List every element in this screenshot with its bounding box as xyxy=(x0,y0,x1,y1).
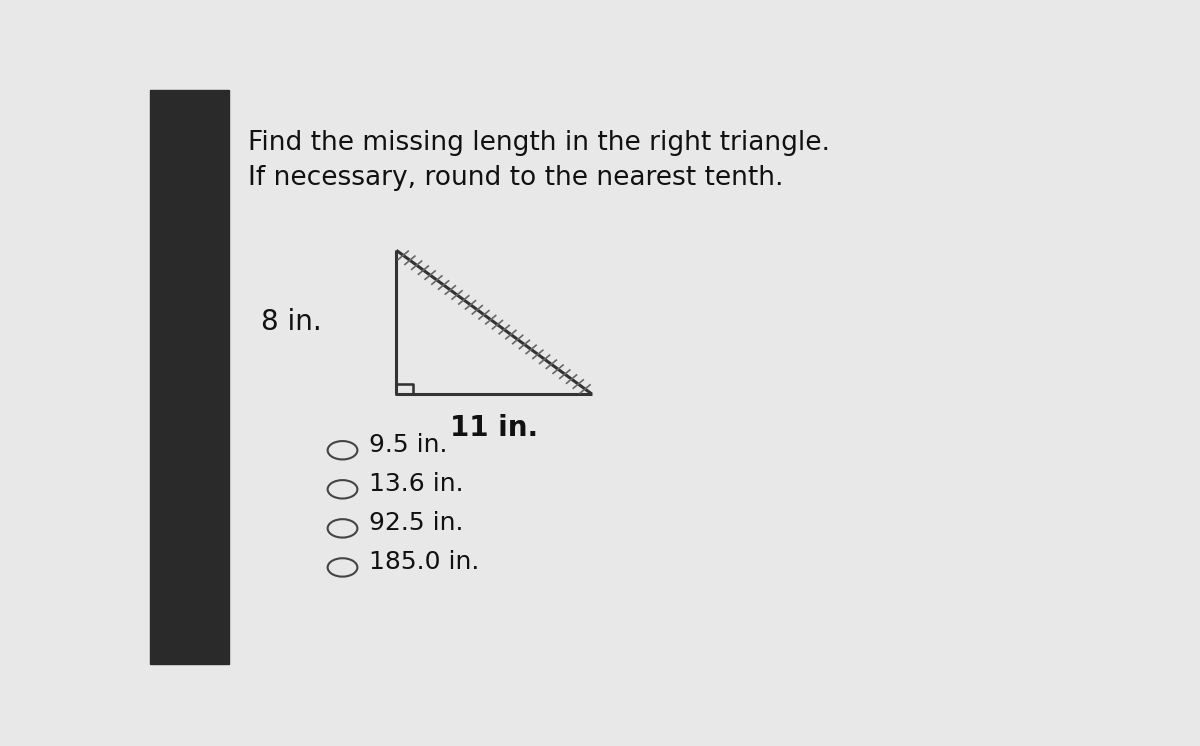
Text: 92.5 in.: 92.5 in. xyxy=(368,511,463,536)
Text: 185.0 in.: 185.0 in. xyxy=(368,551,479,574)
Text: 13.6 in.: 13.6 in. xyxy=(368,472,463,496)
Bar xyxy=(150,90,229,664)
Text: Find the missing length in the right triangle.
If necessary, round to the neares: Find the missing length in the right tri… xyxy=(247,130,829,191)
Text: 8 in.: 8 in. xyxy=(262,308,322,336)
Text: 9.5 in.: 9.5 in. xyxy=(368,433,448,457)
Text: 11 in.: 11 in. xyxy=(450,414,538,442)
